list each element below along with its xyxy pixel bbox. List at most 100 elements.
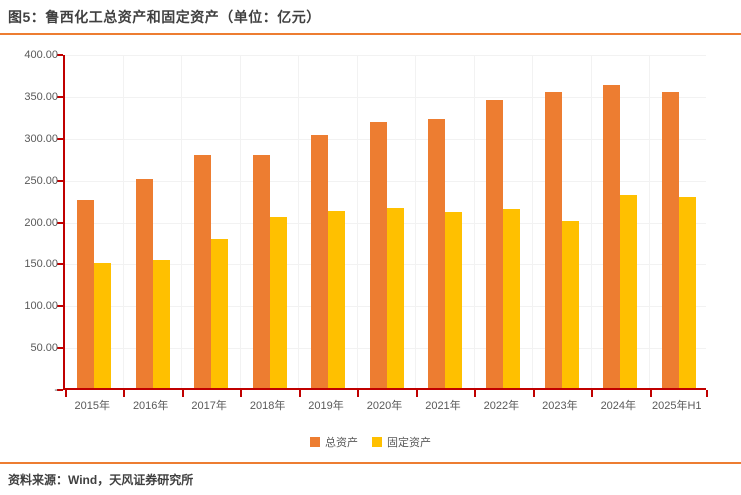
gridline-vertical xyxy=(590,55,592,388)
bar-总资产-2024年 xyxy=(603,84,621,388)
bar-总资产-2015年 xyxy=(77,200,95,388)
y-axis-tick-label: 100.00 xyxy=(24,300,58,313)
x-axis-tick-label: 2022年 xyxy=(483,400,520,412)
x-axis-tick xyxy=(357,390,360,397)
title-divider xyxy=(0,33,741,35)
bar-group-2021年 xyxy=(427,53,462,388)
bar-group-2023年 xyxy=(544,53,579,388)
y-axis-tick xyxy=(57,347,63,350)
x-axis-tick xyxy=(298,390,301,397)
bar-总资产-2019年 xyxy=(311,135,329,388)
bar-总资产-2018年 xyxy=(252,155,270,388)
gridline-vertical xyxy=(181,55,183,388)
x-axis-tick xyxy=(591,390,594,397)
x-axis-tick xyxy=(123,390,126,397)
bar-固定资产-2020年 xyxy=(386,207,404,388)
x-axis-tick-label: 2023年 xyxy=(542,400,578,412)
source-note: 资料来源：Wind，天风证券研究所 xyxy=(8,473,194,487)
bar-固定资产-2015年 xyxy=(94,263,112,388)
legend-item-总资产: 总资产 xyxy=(310,434,358,450)
y-axis-tick xyxy=(57,263,63,266)
y-axis-tick xyxy=(57,137,63,140)
bar-group-2019年 xyxy=(311,53,346,388)
x-axis-tick-label: 2024年 xyxy=(600,400,637,412)
legend-swatch-icon xyxy=(372,437,382,447)
gridline-horizontal xyxy=(65,55,706,56)
bar-固定资产-2021年 xyxy=(444,212,462,388)
bar-group-2025年H1 xyxy=(661,53,696,388)
bar-总资产-2017年 xyxy=(194,155,212,388)
y-axis-tick xyxy=(57,54,63,56)
bar-group-2022年 xyxy=(486,53,521,388)
bar-总资产-2022年 xyxy=(486,99,504,388)
y-axis-tick xyxy=(57,179,63,182)
y-axis-tick-label: 400.00 xyxy=(24,49,58,61)
x-axis-tick-label: 2017年 xyxy=(191,400,227,412)
x-axis-tick xyxy=(65,390,67,397)
x-axis-tick-label: 2021年 xyxy=(425,400,461,412)
bar-group-2016年 xyxy=(135,53,170,388)
bar-总资产-2021年 xyxy=(427,119,445,388)
y-axis-tick-label: - xyxy=(54,384,58,396)
bar-固定资产-2024年 xyxy=(620,194,638,388)
bar-固定资产-2019年 xyxy=(328,211,346,388)
y-axis-labels: 400.00 350.00 300.00 250.00 200.00 150.00 100.… xyxy=(0,49,58,396)
y-axis-tick-label: 300.00 xyxy=(24,132,58,145)
bar-总资产-2025年H1 xyxy=(661,91,679,388)
gridline-horizontal xyxy=(65,96,706,98)
gridline-vertical xyxy=(473,55,475,388)
y-axis-tick-label: 250.00 xyxy=(24,174,58,187)
bar-固定资产-2025年H1 xyxy=(678,197,696,388)
bar-总资产-2016年 xyxy=(135,178,153,388)
y-axis-tick xyxy=(57,305,63,308)
legend-item-固定资产: 固定资产 xyxy=(372,434,431,450)
x-axis-tick-label: 2019年 xyxy=(308,400,344,412)
legend-label: 总资产 xyxy=(325,437,358,449)
y-axis-tick xyxy=(57,95,63,98)
gridline-vertical xyxy=(298,55,300,388)
figure-title: 图5：鲁西化工总资产和固定资产（单位：亿元） xyxy=(8,9,321,25)
bar-group-2015年 xyxy=(77,53,112,388)
x-axis-tick xyxy=(532,390,535,397)
y-axis-tick-label: 150.00 xyxy=(24,258,58,271)
x-axis-tick-label: 2015年 xyxy=(74,400,110,412)
bar-固定资产-2017年 xyxy=(211,238,229,388)
x-axis-tick-label: 2020年 xyxy=(366,400,403,412)
bar-group-2020年 xyxy=(369,53,404,388)
gridline-vertical xyxy=(122,55,124,388)
bar-group-2017年 xyxy=(194,53,229,388)
y-axis-tick xyxy=(57,221,63,224)
legend-label: 固定资产 xyxy=(387,437,431,449)
x-axis-labels: 2015年 2016年 2017年 2018年 2019年 2020年 2021年 2022年… xyxy=(63,397,706,413)
gridline-vertical xyxy=(649,55,651,388)
gridline-vertical xyxy=(356,55,358,388)
x-axis-tick xyxy=(649,390,652,397)
bar-总资产-2023年 xyxy=(544,92,562,388)
chart-legend: 总资产 固定资产 xyxy=(0,434,741,450)
bar-group-2024年 xyxy=(603,53,638,388)
x-axis-tick-label: 2016年 xyxy=(132,400,169,412)
x-axis-tick xyxy=(240,390,243,397)
x-axis-tick xyxy=(474,390,477,397)
bar-总资产-2020年 xyxy=(369,121,387,388)
y-axis-tick-label: 350.00 xyxy=(24,90,58,103)
y-axis-tick-label: 50.00 xyxy=(30,342,58,355)
bar-固定资产-2016年 xyxy=(152,259,170,388)
legend-swatch-icon xyxy=(310,437,320,447)
bar-固定资产-2018年 xyxy=(269,217,287,388)
x-axis-tick xyxy=(415,390,418,397)
x-axis-tick-label: 2025年H1 xyxy=(651,400,702,412)
gridline-vertical xyxy=(239,55,241,388)
gridline-vertical xyxy=(415,55,417,388)
y-axis-tick-label: 200.00 xyxy=(24,216,58,229)
plot-area xyxy=(57,53,708,397)
x-axis-tick xyxy=(181,390,184,397)
x-axis-tick-label: 2018年 xyxy=(249,400,286,412)
bar-group-2018年 xyxy=(252,53,287,388)
gridline-vertical xyxy=(532,55,534,388)
source-divider xyxy=(0,462,741,464)
y-axis-tick xyxy=(57,389,63,391)
bar-固定资产-2023年 xyxy=(561,220,579,388)
bar-固定资产-2022年 xyxy=(503,208,521,388)
